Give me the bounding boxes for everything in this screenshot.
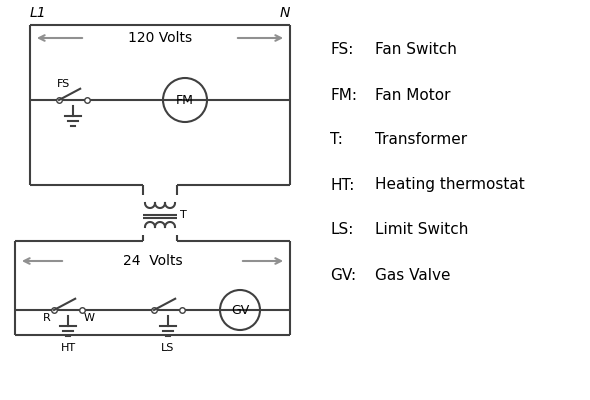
Text: Limit Switch: Limit Switch [375, 222, 468, 238]
Text: Fan Motor: Fan Motor [375, 88, 451, 102]
Text: T: T [180, 210, 187, 220]
Text: N: N [280, 6, 290, 20]
Text: Gas Valve: Gas Valve [375, 268, 451, 282]
Text: GV: GV [231, 304, 249, 316]
Text: 120 Volts: 120 Volts [128, 31, 192, 45]
Text: R: R [43, 313, 51, 323]
Text: Fan Switch: Fan Switch [375, 42, 457, 58]
Text: FM:: FM: [330, 88, 357, 102]
Text: W: W [84, 313, 95, 323]
Text: LS: LS [161, 343, 175, 353]
Text: HT: HT [60, 343, 76, 353]
Text: FS:: FS: [330, 42, 353, 58]
Text: HT:: HT: [330, 178, 355, 192]
Text: T:: T: [330, 132, 343, 148]
Text: LS:: LS: [330, 222, 353, 238]
Text: Heating thermostat: Heating thermostat [375, 178, 525, 192]
Text: GV:: GV: [330, 268, 356, 282]
Text: 24  Volts: 24 Volts [123, 254, 182, 268]
Text: L1: L1 [30, 6, 47, 20]
Text: FM: FM [176, 94, 194, 106]
Text: FS: FS [57, 79, 70, 89]
Text: Transformer: Transformer [375, 132, 467, 148]
